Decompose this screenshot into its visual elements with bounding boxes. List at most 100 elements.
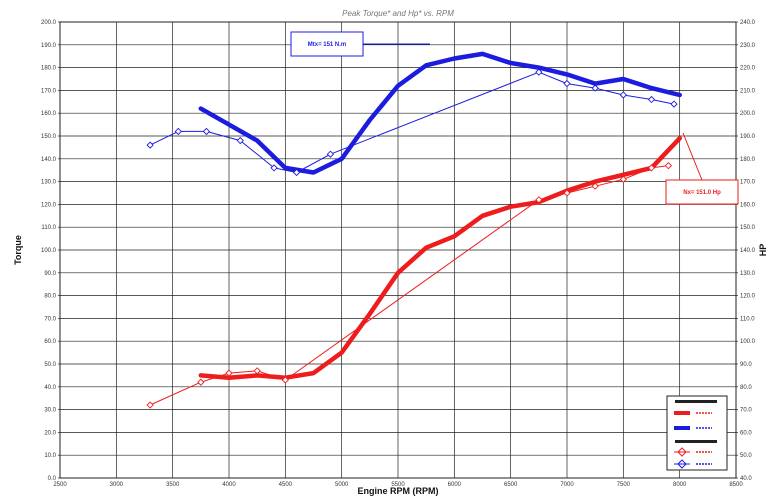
x-tick-label: 5000 xyxy=(335,482,349,488)
x-tick-label: 6500 xyxy=(504,482,518,488)
x-tick-label: 7500 xyxy=(617,482,631,488)
y2-tick-label: 40.0 xyxy=(740,476,752,482)
y2-tick-label: 140.0 xyxy=(740,248,756,254)
y-axis-ticks: 0.0 10.0 20.0 30.0 40.0 50.0 60.0 70.0 80.0 90.0 1… xyxy=(41,20,60,482)
series-point-3 xyxy=(619,91,627,99)
series-point-2 xyxy=(197,378,205,386)
y2-tick-label: 160.0 xyxy=(740,202,756,208)
y2-tick-label: 230.0 xyxy=(740,43,756,49)
y-tick-label: 10.0 xyxy=(44,453,56,459)
y-tick-label: 100.0 xyxy=(41,248,57,254)
y2-tick-label: 70.0 xyxy=(740,408,752,414)
series-point-2 xyxy=(647,164,656,172)
series-point-3 xyxy=(647,95,656,104)
series-point-3 xyxy=(292,168,301,177)
y2-tick-label: 50.0 xyxy=(740,453,752,459)
y-tick-label: 50.0 xyxy=(44,362,56,368)
hp-annotation-label: Nx= 151.0 Hp xyxy=(683,190,721,196)
y-tick-label: 90.0 xyxy=(44,271,56,277)
y-tick-label: 110.0 xyxy=(41,225,56,231)
y-tick-label: 200.0 xyxy=(41,20,57,26)
x-tick-label: 7000 xyxy=(560,482,574,488)
series-point-2 xyxy=(619,175,627,183)
torque-annotation-label: Mtx= 151 N.m xyxy=(308,42,347,48)
x-tick-label: 5500 xyxy=(391,482,405,488)
y2-tick-label: 190.0 xyxy=(740,134,756,140)
y-tick-label: 70.0 xyxy=(44,316,56,322)
legend xyxy=(666,395,728,471)
y-tick-label: 0.0 xyxy=(48,476,57,482)
series-point-2 xyxy=(253,367,261,375)
y2-tick-label: 110.0 xyxy=(740,316,755,322)
y-tick-label: 20.0 xyxy=(44,430,56,436)
hp-peak-annotation: Nx= 151.0 Hp xyxy=(665,132,739,205)
series-point-3 xyxy=(535,68,543,76)
y-tick-label: 40.0 xyxy=(44,385,56,391)
y2-tick-label: 180.0 xyxy=(740,157,756,163)
series-group xyxy=(146,51,682,409)
y-tick-label: 60.0 xyxy=(44,339,56,345)
series-point-3 xyxy=(670,100,678,108)
series-point-2 xyxy=(591,182,599,190)
y2-tick-label: 170.0 xyxy=(740,180,756,186)
x-tick-label: 8000 xyxy=(673,482,687,488)
y-tick-label: 80.0 xyxy=(44,294,56,300)
y2-tick-label: 240.0 xyxy=(740,20,756,26)
y2-tick-label: 210.0 xyxy=(740,88,756,94)
x-axis-ticks: 2500 3000 3500 4000 4500 5000 5500 6000 6500 7000… xyxy=(53,482,743,488)
y2-tick-label: 130.0 xyxy=(740,271,756,277)
series-point-3 xyxy=(202,127,211,136)
y-axis-title: Torque xyxy=(13,235,23,265)
hp-annotation-leader xyxy=(682,132,703,181)
x-tick-label: 2500 xyxy=(53,482,67,488)
grid xyxy=(60,22,736,478)
legend-marker-blue xyxy=(677,459,687,469)
torque-annotation-box xyxy=(290,31,364,57)
y-tick-label: 180.0 xyxy=(41,66,57,72)
series-point-2 xyxy=(146,401,154,409)
y2-tick-label: 150.0 xyxy=(740,225,756,231)
chart-title: Peak Torque* and Hp* vs. RPM xyxy=(342,9,454,18)
series-point-2 xyxy=(563,189,571,197)
series-point-2 xyxy=(664,162,673,170)
series-point-3 xyxy=(236,136,244,145)
y-tick-label: 150.0 xyxy=(41,134,57,140)
torque-peak-annotation: Mtx= 151 N.m xyxy=(290,31,430,57)
y-tick-label: 170.0 xyxy=(41,88,57,94)
y2-tick-label: 60.0 xyxy=(740,430,752,436)
y-tick-label: 160.0 xyxy=(41,111,57,117)
y2-tick-label: 100.0 xyxy=(740,339,756,345)
y-tick-label: 30.0 xyxy=(44,408,56,414)
series-point-3 xyxy=(146,141,154,149)
series-point-3 xyxy=(563,79,571,88)
x-tick-label: 8500 xyxy=(729,482,743,488)
series-point-3 xyxy=(591,84,599,92)
x-tick-label: 3000 xyxy=(110,482,124,488)
series-point-3 xyxy=(174,127,182,136)
y-tick-label: 130.0 xyxy=(41,180,57,186)
series-point-3 xyxy=(326,150,335,158)
y-tick-label: 120.0 xyxy=(41,202,57,208)
x-tick-label: 3500 xyxy=(166,482,180,488)
series-point-2 xyxy=(225,369,233,377)
y2-axis-title: HP xyxy=(758,244,768,257)
y-tick-label: 140.0 xyxy=(41,157,57,163)
hp-annotation-box xyxy=(665,179,739,205)
series-point-2 xyxy=(535,196,543,204)
x-tick-label: 4000 xyxy=(222,482,236,488)
y2-axis-ticks: 40.0 50.0 60.0 70.0 80.0 90.0 100.0 110.0 120.0 1… xyxy=(736,20,756,482)
legend-header-1 xyxy=(675,400,717,403)
legend-marker-red xyxy=(677,447,687,457)
y2-tick-label: 80.0 xyxy=(740,385,752,391)
series-line-1 xyxy=(198,51,682,175)
y-tick-label: 190.0 xyxy=(41,43,57,49)
y2-tick-label: 200.0 xyxy=(740,111,756,117)
series-point-3 xyxy=(270,164,278,172)
y2-tick-label: 90.0 xyxy=(740,362,752,368)
series-point-2 xyxy=(281,376,289,384)
legend-box xyxy=(666,395,728,471)
x-tick-label: 6000 xyxy=(448,482,462,488)
series-line-0 xyxy=(198,136,682,380)
y2-tick-label: 220.0 xyxy=(740,66,756,72)
